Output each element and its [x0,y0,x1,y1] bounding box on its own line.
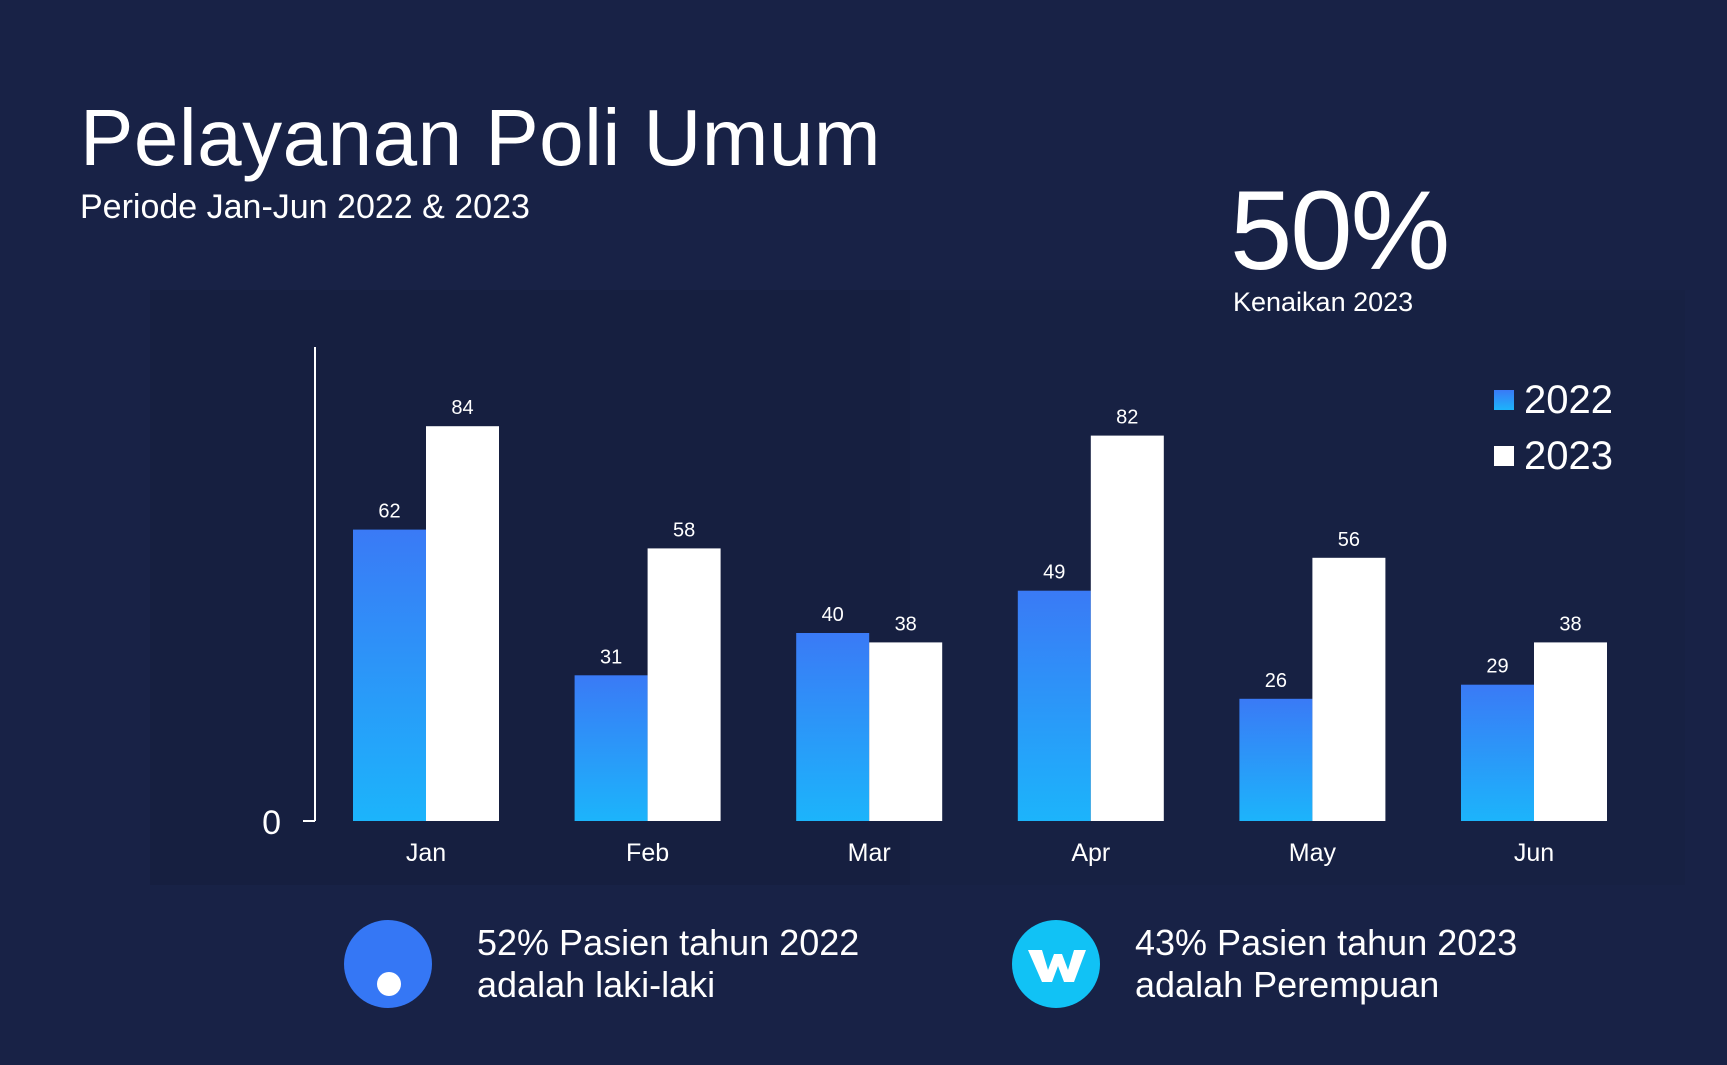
data-label-2023-may: 56 [1338,529,1360,551]
bar-2022-apr [1017,590,1091,821]
chart-legend: 2022 2023 [1494,372,1613,484]
bar-2023-jan [426,426,499,821]
x-tick-label-jun: Jun [1514,839,1554,867]
data-label-2022-may: 26 [1265,670,1287,692]
circle-dot-inner [377,972,401,996]
bar-2023-jun [1534,642,1607,821]
data-label-2022-jun: 29 [1486,656,1508,678]
data-label-2022-mar: 40 [822,604,844,626]
bar-2023-may [1312,557,1386,821]
bar-2022-jan [353,529,426,821]
legend-swatch-2023 [1494,446,1514,466]
w-logo-icon [1012,920,1100,1008]
x-tick-label-feb: Feb [626,839,669,867]
x-tick-label-apr: Apr [1071,839,1110,867]
data-label-2022-apr: 49 [1043,562,1065,584]
data-label-2023-jan: 84 [451,397,473,419]
page-subtitle: Periode Jan-Jun 2022 & 2023 [80,188,530,226]
legend-label-2023: 2023 [1524,434,1613,478]
kpi-label: Kenaikan 2023 [1233,287,1414,317]
y-tick-label-0: 0 [262,804,281,842]
legend-label-2022: 2022 [1524,378,1613,422]
data-label-2023-mar: 38 [895,613,917,635]
x-tick-label-mar: Mar [848,839,891,867]
data-label-2022-jan: 62 [378,501,400,523]
kpi-value: 50% [1230,168,1450,293]
bar-2022-mar [796,633,870,821]
data-label-2023-feb: 58 [673,519,695,541]
bar-2023-feb [647,548,721,821]
x-tick-label-jan: Jan [406,839,446,867]
data-label-2023-apr: 82 [1116,407,1138,429]
x-tick-label-may: May [1289,839,1337,867]
chart-background-left [150,290,910,885]
legend-item-2023: 2023 [1494,428,1613,484]
stat-text-2022: 52% Pasien tahun 2022 adalah laki-laki [477,922,860,1005]
legend-item-2022: 2022 [1494,372,1613,428]
bar-2022-may [1239,698,1313,821]
w-logo-glyph [1028,950,1086,982]
bar-2023-apr [1090,435,1164,821]
stat-text-2023: 43% Pasien tahun 2023 adalah Perempuan [1135,922,1518,1005]
bar-2023-mar [869,642,943,821]
legend-swatch-2022 [1494,390,1514,410]
data-label-2022-feb: 31 [600,646,622,668]
circle-dot-icon [344,920,432,1008]
data-label-2023-jun: 38 [1559,613,1581,635]
page-title: Pelayanan Poli Umum [80,93,881,182]
bar-2022-feb [574,675,648,821]
bar-2022-jun [1461,684,1534,821]
